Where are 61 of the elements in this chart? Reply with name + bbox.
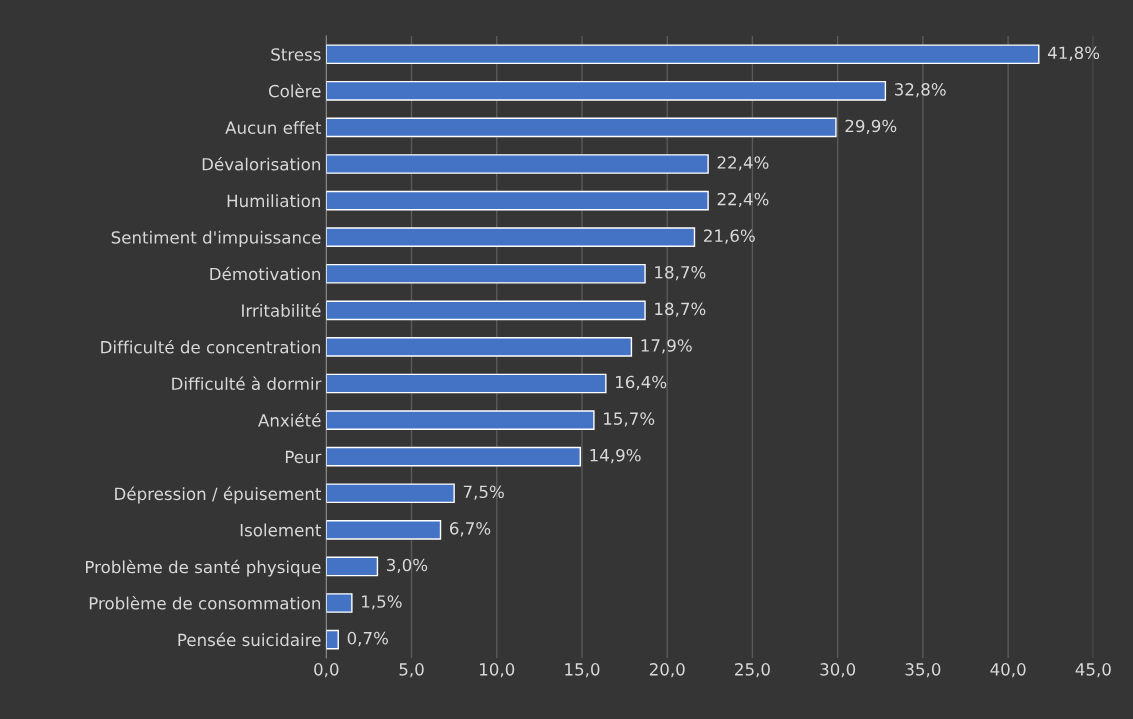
data-label: 6,7% [450,522,491,537]
x-tick-label: 10,0 [480,663,515,678]
x-tick-label: 5,0 [399,663,424,678]
bar [326,337,633,357]
x-tick-label: 15,0 [565,663,600,678]
x-tick-label: 0,0 [314,663,339,678]
x-tick-label: 35,0 [905,663,941,678]
data-label: 29,9% [845,119,897,134]
bar [326,80,887,101]
y-tick-label: Humiliation [227,194,321,208]
data-label: 41,8% [1047,46,1100,61]
y-tick-label: Peur [285,450,322,464]
data-label: 14,9% [590,448,641,464]
data-label: 1,5% [362,595,402,610]
data-label: 7,5% [463,485,504,500]
y-tick-label: Problème de santé physique [86,559,321,577]
x-tick-label: 20,0 [649,663,685,678]
bar [326,154,709,174]
bar [326,519,442,540]
x-tick-label: 45,0 [1075,663,1111,678]
data-label: 18,7% [655,302,706,317]
data-label: 17,9% [641,339,692,354]
x-tick-label: 25,0 [735,663,770,678]
y-tick-label: Problème de consommation [89,596,321,610]
data-label: 15,7% [604,412,655,427]
bar [326,556,379,577]
data-label: 32,8% [895,83,946,98]
bar [326,117,837,138]
bar [326,263,646,284]
y-tick-label: Aucun effet [225,121,322,134]
bar [326,483,455,504]
y-tick-label: Colère [268,83,321,98]
y-tick-label: Difficulté de concentration [101,339,321,354]
y-tick-label: Dévalorisation [202,157,321,171]
y-tick-label: Irritabilité [242,303,321,317]
data-label: 22,4% [717,156,769,171]
data-label: 3,0% [387,558,428,573]
bar [326,593,353,613]
bar [326,446,581,467]
bar [326,410,595,430]
bar [326,44,1040,65]
y-tick-label: Démotivation [210,266,321,281]
bar [326,373,607,394]
y-tick-label: Anxiété [258,413,321,427]
data-label: 21,6% [704,229,755,244]
data-label: 16,4% [616,375,667,391]
x-tick-label: 30,0 [820,663,856,678]
y-tick-label: Dépression / épuisement [115,486,322,504]
y-tick-label: Difficulté à dormir [172,376,322,391]
y-tick-label: Pensée suicidaire [178,632,321,647]
y-tick-label: Stress [271,48,321,61]
data-label: 18,7% [655,265,706,281]
bar [326,190,709,211]
bar [326,629,339,650]
y-tick-label: Sentiment d'impuissance [111,230,321,247]
bar [326,227,696,248]
bar [326,300,646,321]
data-label: 0,7% [347,631,388,647]
x-tick-label: 40,0 [990,663,1026,678]
data-label: 22,4% [717,192,769,208]
y-tick-label: Isolement [240,523,322,537]
